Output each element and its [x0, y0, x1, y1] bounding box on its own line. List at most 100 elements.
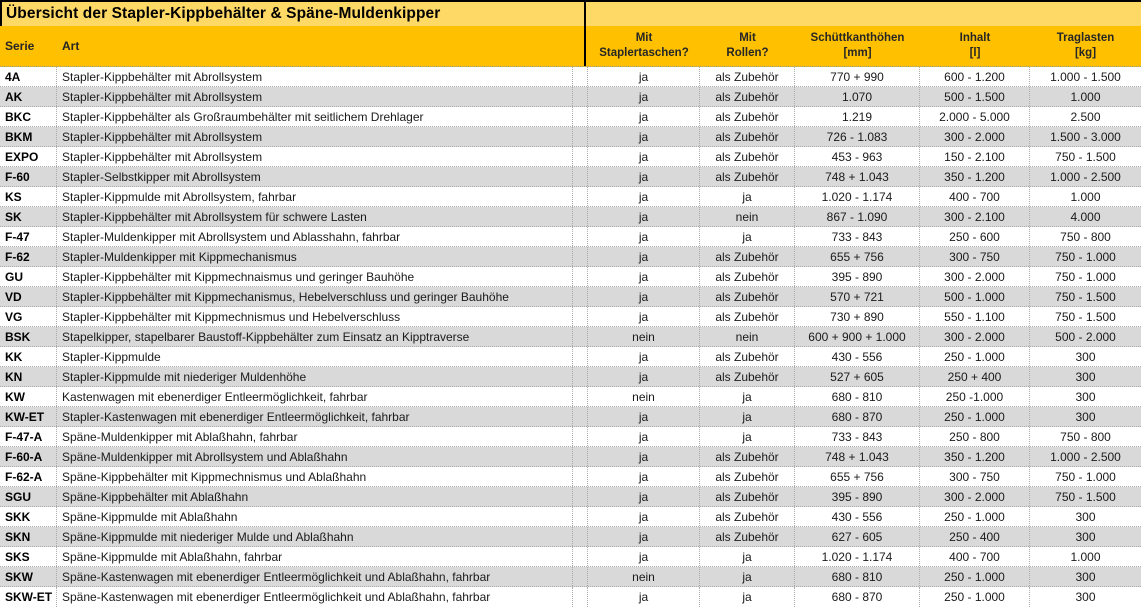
cell-art: Späne-Kippbehälter mit Kippmechnismus un…	[57, 467, 573, 486]
cell-inhalt: 350 - 1.200	[920, 167, 1030, 186]
table-row: F-60-A Späne-Muldenkipper mit Abrollsyst…	[0, 447, 1141, 467]
cell-art: Stapler-Kippmulde mit niederiger Muldenh…	[57, 367, 573, 386]
table-row: EXPO Stapler-Kippbehälter mit Abrollsyst…	[0, 147, 1141, 167]
cell-rollen: als Zubehör	[700, 247, 795, 266]
cell-staplertaschen: ja	[588, 487, 700, 506]
cell-inhalt: 250 - 600	[920, 227, 1030, 246]
cell-inhalt: 150 - 2.100	[920, 147, 1030, 166]
cell-traglasten: 750 - 1.500	[1055, 150, 1116, 164]
cell-spacer	[573, 67, 588, 86]
cell-traglasten: 1.000 - 1.500	[1050, 70, 1121, 84]
cell-inhalt: 300 - 750	[920, 247, 1030, 266]
cell-staplertaschen: nein	[588, 327, 700, 346]
cell-rollen: ja	[700, 187, 795, 206]
cell-rollen: ja	[700, 387, 795, 406]
cell-traglasten: 1.000	[1070, 550, 1101, 564]
cell-spacer	[573, 267, 588, 286]
cell-traglasten: 300	[1075, 590, 1096, 604]
cell-spacer	[573, 447, 588, 466]
cell-inhalt: 300 - 2.000	[920, 267, 1030, 286]
cell-schuettkanthoehen: 770 + 990	[795, 67, 920, 86]
cell-staplertaschen: ja	[588, 167, 700, 186]
cell-staplertaschen: ja	[588, 347, 700, 366]
cell-serie: GU	[0, 267, 57, 286]
cell-serie: VD	[0, 287, 57, 306]
cell-staplertaschen: ja	[588, 187, 700, 206]
cell-spacer	[573, 287, 588, 306]
cell-inhalt: 400 - 700	[920, 187, 1030, 206]
cell-rollen: als Zubehör	[700, 447, 795, 466]
cell-inhalt: 600 - 1.200	[920, 67, 1030, 86]
cell-art: Späne-Muldenkipper mit Ablaßhahn, fahrba…	[57, 427, 573, 446]
cell-schuettkanthoehen: 1.219	[795, 107, 920, 126]
cell-traglasten: 300	[1075, 370, 1096, 384]
table-body: 4A Stapler-Kippbehälter mit Abrollsystem…	[0, 67, 1141, 607]
table-row: KK Stapler-Kippmulde ja als Zubehör 430 …	[0, 347, 1141, 367]
cell-staplertaschen: nein	[588, 567, 700, 586]
cell-spacer	[573, 427, 588, 446]
table-row: SGU Späne-Kippbehälter mit Ablaßhahn ja …	[0, 487, 1141, 507]
cell-schuettkanthoehen: 867 - 1.090	[795, 207, 920, 226]
cell-traglasten: 750 - 800	[1060, 230, 1111, 244]
col-header-serie: Serie	[5, 38, 35, 53]
cell-spacer	[573, 487, 588, 506]
cell-staplertaschen: ja	[588, 207, 700, 226]
cell-schuettkanthoehen: 527 + 605	[795, 367, 920, 386]
cell-spacer	[573, 87, 588, 106]
cell-rollen: als Zubehör	[700, 527, 795, 546]
cell-serie: F-47	[0, 227, 57, 246]
cell-spacer	[573, 407, 588, 426]
table-row: KN Stapler-Kippmulde mit niederiger Muld…	[0, 367, 1141, 387]
cell-traglasten: 300	[1075, 410, 1096, 424]
cell-rollen: als Zubehör	[700, 307, 795, 326]
cell-traglasten: 300	[1075, 510, 1096, 524]
cell-serie: 4A	[0, 67, 57, 86]
table-row: SKK Späne-Kippmulde mit Ablaßhahn ja als…	[0, 507, 1141, 527]
cell-traglasten: 300	[1075, 350, 1096, 364]
cell-serie: SKS	[0, 547, 57, 566]
table-row: SK Stapler-Kippbehälter mit Abrollsystem…	[0, 207, 1141, 227]
cell-schuettkanthoehen: 600 + 900 + 1.000	[795, 327, 920, 346]
cell-inhalt: 350 - 1.200	[920, 447, 1030, 466]
cell-art: Späne-Muldenkipper mit Abrollsystem und …	[57, 447, 573, 466]
cell-schuettkanthoehen: 730 + 890	[795, 307, 920, 326]
cell-inhalt: 300 - 2.100	[920, 207, 1030, 226]
cell-spacer	[573, 127, 588, 146]
cell-staplertaschen: ja	[588, 467, 700, 486]
cell-rollen: als Zubehör	[700, 467, 795, 486]
cell-traglasten: 1.500 - 3.000	[1050, 130, 1121, 144]
cell-staplertaschen: ja	[588, 267, 700, 286]
cell-traglasten: 1.000	[1070, 190, 1101, 204]
cell-serie: BSK	[0, 327, 57, 346]
cell-art: Stapler-Kippmulde mit Abrollsystem, fahr…	[57, 187, 573, 206]
cell-traglasten: 750 - 1.000	[1055, 270, 1116, 284]
cell-rollen: nein	[700, 207, 795, 226]
cell-inhalt: 250 -1.000	[920, 387, 1030, 406]
table-row: KW Kastenwagen mit ebenerdiger Entleermö…	[0, 387, 1141, 407]
cell-serie: SGU	[0, 487, 57, 506]
cell-art: Späne-Kastenwagen mit ebenerdiger Entlee…	[57, 567, 573, 586]
cell-staplertaschen: ja	[588, 247, 700, 266]
cell-traglasten: 750 - 1.000	[1055, 470, 1116, 484]
cell-staplertaschen: nein	[588, 387, 700, 406]
cell-rollen: nein	[700, 327, 795, 346]
cell-staplertaschen: ja	[588, 587, 700, 607]
cell-inhalt: 300 - 2.000	[920, 327, 1030, 346]
cell-spacer	[573, 167, 588, 186]
cell-spacer	[573, 387, 588, 406]
cell-rollen: als Zubehör	[700, 287, 795, 306]
cell-rollen: ja	[700, 227, 795, 246]
cell-art: Stapler-Kippbehälter mit Kippmechnaismus…	[57, 267, 573, 286]
table-row: SKW-ET Späne-Kastenwagen mit ebenerdiger…	[0, 587, 1141, 607]
cell-traglasten: 1.000 - 2.500	[1050, 170, 1121, 184]
cell-traglasten: 300	[1075, 570, 1096, 584]
cell-art: Stapler-Muldenkipper mit Kippmechanismus	[57, 247, 573, 266]
cell-serie: SKK	[0, 507, 57, 526]
cell-spacer	[573, 467, 588, 486]
cell-rollen: als Zubehör	[700, 487, 795, 506]
table-row: F-62-A Späne-Kippbehälter mit Kippmechni…	[0, 467, 1141, 487]
cell-staplertaschen: ja	[588, 527, 700, 546]
cell-staplertaschen: ja	[588, 147, 700, 166]
cell-art: Stapler-Kippbehälter mit Kippmechnismus …	[57, 307, 573, 326]
cell-inhalt: 300 - 750	[920, 467, 1030, 486]
